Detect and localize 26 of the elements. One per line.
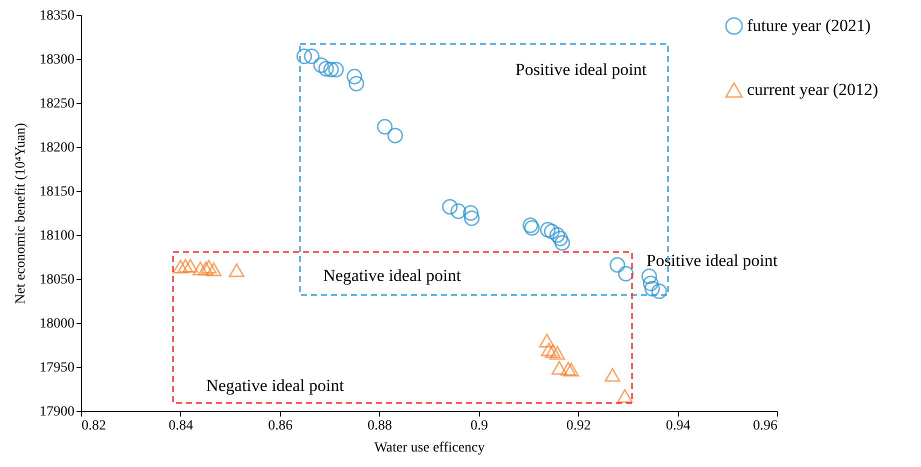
y-tick-label: 18200 [40,140,74,156]
y-tick-label: 18150 [40,184,74,200]
x-tick-label: 0.9 [470,418,488,434]
y-tick-label: 18300 [40,52,74,68]
y-tick-label: 18050 [40,272,74,288]
y-tick-label: 17950 [40,360,74,376]
y-tick-label: 18350 [40,8,74,24]
x-axis-title: Water use efficency [374,440,485,456]
x-tick-label: 0.94 [666,418,690,434]
x-tick-label: 0.84 [168,418,194,434]
y-tick-label: 17900 [40,404,74,420]
annotation: Negative ideal point [323,266,462,285]
y-tick-label: 18250 [40,96,74,112]
x-tick-label: 0.86 [268,418,293,434]
annotation: Positive ideal point [646,251,778,270]
x-tick-label: 0.92 [566,418,591,434]
x-tick-label: 0.82 [82,418,106,434]
legend-label: future year (2021) [747,16,871,35]
x-tick-label: 0.88 [368,418,392,434]
legend-label: current year (2012) [747,80,878,99]
y-tick-label: 18000 [40,316,74,332]
y-axis-title: Net economic benefit (10⁴Yuan) [14,122,28,304]
y-tick-label: 18100 [40,228,74,244]
x-tick-label: 0.96 [753,418,778,434]
annotation: Positive ideal point [515,60,647,79]
annotation: Negative ideal point [206,376,344,395]
